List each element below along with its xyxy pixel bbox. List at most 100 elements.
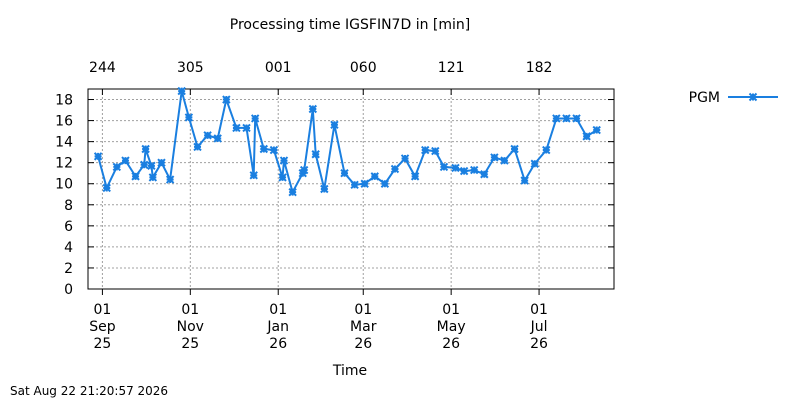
- point-marker: [410, 172, 420, 181]
- point-marker: [400, 154, 410, 163]
- top-tick-label: 121: [438, 60, 465, 76]
- point-marker: [278, 173, 287, 182]
- x-tick-day: 01: [181, 302, 199, 318]
- data-point: [360, 179, 369, 188]
- point-marker: [184, 113, 194, 122]
- y-axis: 0 2 4 6 8 10 12 14 16 18: [55, 93, 614, 298]
- x-tick-month: Jul: [530, 319, 548, 335]
- data-point: [582, 132, 591, 141]
- data-point: [592, 125, 601, 135]
- x-tick-month: Sep: [89, 319, 116, 335]
- y-tick-label: 4: [64, 240, 73, 256]
- point-marker: [259, 144, 269, 154]
- series-line-pgm: [97, 90, 598, 195]
- point-marker: [147, 161, 156, 171]
- legend-marker-pgm: [748, 92, 758, 102]
- x-tick-day: 01: [354, 302, 372, 318]
- point-marker: [308, 104, 318, 114]
- point-marker: [148, 173, 158, 182]
- point-marker: [250, 114, 260, 123]
- data-point: [439, 162, 449, 172]
- x-tick-year: 26: [530, 336, 548, 352]
- point-marker: [470, 165, 479, 175]
- data-point: [470, 165, 479, 175]
- x-tick-year: 25: [181, 336, 199, 352]
- x-tick-day: 01: [442, 302, 460, 318]
- data-point: [249, 171, 258, 180]
- top-tick-label: 182: [526, 60, 553, 76]
- y-tick-label: 10: [55, 177, 73, 193]
- point-marker: [232, 123, 241, 133]
- data-point: [203, 131, 212, 140]
- point-marker: [530, 159, 539, 168]
- y-tick-label: 2: [64, 261, 73, 277]
- x-tick-day: 01: [93, 302, 111, 318]
- point-marker: [222, 95, 231, 104]
- point-marker: [500, 156, 509, 165]
- data-point: [222, 95, 231, 104]
- x-tick-month: Nov: [177, 319, 204, 335]
- data-point: [157, 158, 166, 167]
- point-marker: [490, 153, 499, 162]
- point-marker: [572, 114, 581, 123]
- point-marker: [141, 144, 150, 154]
- y-tick-label: 16: [55, 114, 73, 130]
- point-marker: [121, 156, 130, 165]
- legend-label-pgm: PGM: [689, 90, 720, 106]
- data-point: [147, 161, 156, 171]
- point-marker: [459, 166, 469, 176]
- data-point: [350, 180, 359, 189]
- data-point: [121, 156, 130, 165]
- point-marker: [552, 114, 561, 123]
- data-point: [279, 156, 289, 165]
- point-marker: [370, 172, 379, 181]
- data-point: [269, 145, 279, 155]
- data-point: [542, 145, 551, 155]
- point-marker: [510, 144, 519, 154]
- data-point: [193, 142, 202, 152]
- x-tick-year: 25: [93, 336, 111, 352]
- x-tick-month: May: [437, 319, 466, 335]
- point-marker: [340, 169, 349, 178]
- data-point: [259, 144, 269, 154]
- point-marker: [390, 164, 400, 174]
- point-marker: [431, 146, 440, 156]
- y-tick-label: 18: [55, 93, 73, 109]
- data-point: [390, 164, 400, 174]
- top-tick-label: 244: [89, 60, 116, 76]
- series-layer: [93, 86, 601, 197]
- x-axis: 01Sep2501Nov2501Jan2601Mar2601May2601Jul…: [89, 289, 548, 352]
- data-point: [530, 159, 539, 168]
- point-marker: [213, 134, 222, 143]
- data-point: [421, 145, 430, 155]
- data-point: [320, 184, 329, 194]
- point-marker: [112, 162, 122, 172]
- data-point: [308, 104, 318, 114]
- point-marker: [311, 150, 320, 159]
- x-axis-label: Time: [332, 363, 367, 379]
- data-point: [299, 165, 309, 175]
- point-marker: [177, 86, 186, 96]
- point-marker: [439, 162, 449, 172]
- top-axis: 244 305 001 060 121 182: [89, 60, 552, 95]
- point-marker: [93, 152, 103, 161]
- y-tick-label: 0: [64, 282, 73, 298]
- point-marker: [157, 158, 166, 167]
- data-point: [510, 144, 519, 154]
- data-point: [500, 156, 509, 165]
- data-point: [131, 172, 140, 181]
- point-marker: [288, 187, 297, 197]
- point-marker: [480, 170, 489, 179]
- data-point: [141, 144, 150, 154]
- top-tick-label: 001: [265, 60, 292, 76]
- data-point: [148, 173, 158, 182]
- data-point: [112, 162, 122, 172]
- x-tick-month: Mar: [350, 319, 377, 335]
- x-tick-day: 01: [530, 302, 548, 318]
- point-marker: [165, 175, 175, 184]
- top-tick-label: 060: [350, 60, 377, 76]
- data-point: [278, 173, 287, 182]
- data-point: [93, 152, 103, 161]
- top-tick-label: 305: [177, 60, 204, 76]
